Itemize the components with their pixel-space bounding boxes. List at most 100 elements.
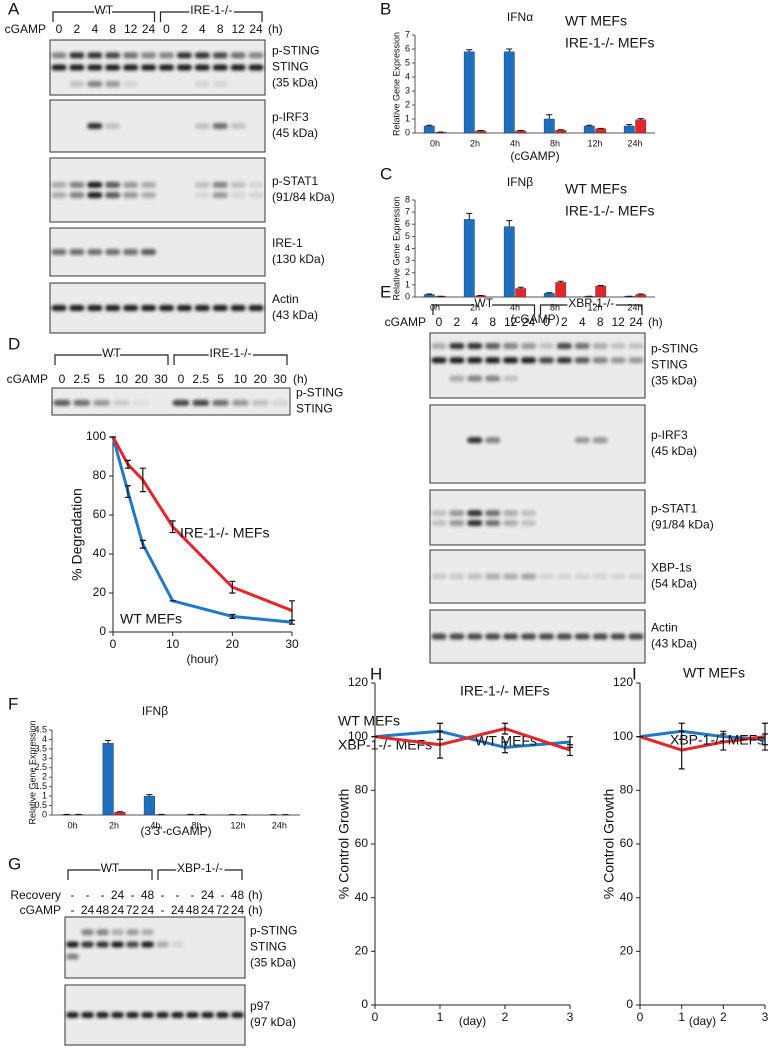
lane-label: - <box>131 888 135 902</box>
lane-label: 12 <box>124 22 138 36</box>
blot-strip <box>64 984 246 1046</box>
x-tick-label: 12h <box>587 302 602 312</box>
line-series <box>639 735 766 752</box>
blot-band <box>123 305 139 311</box>
blot-band <box>123 52 139 59</box>
row-label: cGAMP <box>20 903 61 917</box>
lane-label: - <box>161 888 165 902</box>
blot-strip <box>429 549 646 604</box>
lane-label: 24 <box>522 315 536 329</box>
bar <box>635 119 647 134</box>
series-label: WT MEFs <box>120 611 182 627</box>
bar <box>102 743 114 816</box>
blot-band <box>592 357 608 364</box>
bar <box>555 129 567 134</box>
y-tick-label: 2 <box>405 267 410 277</box>
series-label: WT MEFs <box>475 733 537 749</box>
blot-band <box>556 357 572 364</box>
blot-band <box>81 941 94 948</box>
blot-band <box>176 305 192 311</box>
lane-label: - <box>86 888 90 902</box>
y-axis-label: Relative Gene Expression <box>27 720 37 824</box>
blot-band <box>574 573 590 580</box>
blot-strip <box>64 916 246 979</box>
series-label: XBP-1-/- MEFs <box>670 732 764 748</box>
blot-band <box>248 52 264 59</box>
error-bar <box>762 722 768 751</box>
y-tick-label: 2 <box>42 772 47 782</box>
x-tick-label: 0h <box>430 302 440 312</box>
x-tick-label: 4h <box>150 820 160 830</box>
blot-band <box>503 375 519 382</box>
lane-label: 8 <box>489 315 496 329</box>
blot-band <box>201 1012 214 1018</box>
blot-band <box>467 520 483 526</box>
y-tick-label: 6 <box>405 219 410 229</box>
blot-band <box>248 181 264 188</box>
lane-label: 72 <box>126 903 140 917</box>
blot-band <box>69 192 85 199</box>
lane-label: 4 <box>199 22 206 36</box>
error-bar <box>557 280 564 283</box>
blot-band <box>431 510 447 517</box>
blot-band <box>216 1012 229 1018</box>
blot-band <box>141 941 154 948</box>
error-bar <box>229 613 236 619</box>
blot-band <box>176 64 192 71</box>
x-tick-label: 2h <box>470 138 480 148</box>
blot-band <box>467 510 483 517</box>
blot-band <box>69 305 85 311</box>
blot-band <box>231 1012 244 1018</box>
blot-band <box>467 375 483 382</box>
line-series <box>374 727 571 752</box>
blot-band <box>51 52 67 59</box>
blot-band <box>171 941 184 948</box>
blot-band <box>176 52 192 59</box>
y-tick-label: 80 <box>93 468 107 482</box>
x-axis-label: (hour) <box>186 652 218 666</box>
blot-band <box>53 399 71 406</box>
group-bracket <box>157 869 243 880</box>
unit-label: (h) <box>293 372 308 386</box>
error-bar <box>517 286 524 289</box>
panel-letter: E <box>380 282 391 301</box>
blot-band <box>126 941 139 948</box>
x-axis-label: (cGAMP) <box>510 312 559 326</box>
lane-label: - <box>191 888 195 902</box>
blot-band <box>503 343 519 349</box>
blot-band <box>485 437 501 444</box>
strip-label: (35 kDa) <box>272 76 318 90</box>
blot-band <box>251 399 269 406</box>
strip-label: (45 kDa) <box>272 126 318 140</box>
group-label: XBP-1-/- <box>177 861 223 875</box>
blot-band <box>105 249 121 255</box>
lane-label: 5 <box>98 372 105 386</box>
blot-band <box>521 520 537 526</box>
y-tick-label: 0 <box>361 997 368 1011</box>
blot-band <box>194 181 210 188</box>
group-label: WT <box>102 346 121 360</box>
row-label: Recovery <box>10 888 61 902</box>
x-tick-label: 3 <box>762 1010 768 1024</box>
blot-band <box>485 357 501 364</box>
blot-band <box>610 357 626 364</box>
x-axis-label: (cGAMP) <box>510 149 559 163</box>
lane-label: 8 <box>109 22 116 36</box>
blot-band <box>467 357 483 364</box>
x-axis-label: (day) <box>689 1014 716 1028</box>
panel-letter: H <box>370 664 382 683</box>
blot-band <box>87 249 103 255</box>
x-tick-label: 8h <box>550 138 560 148</box>
x-tick-label: 0h <box>430 138 440 148</box>
blot-band <box>105 52 121 59</box>
bar <box>475 130 487 134</box>
lane-label: 8 <box>597 315 604 329</box>
error-bar <box>637 118 644 120</box>
lane-label: 20 <box>135 372 149 386</box>
strip-label: STING <box>250 940 287 954</box>
x-tick-label: 2 <box>720 1010 727 1024</box>
blot-strip <box>49 282 266 334</box>
panel-letter: G <box>8 854 21 873</box>
group-label: IRE-1-/- <box>190 3 232 17</box>
group-bracket <box>539 304 643 315</box>
